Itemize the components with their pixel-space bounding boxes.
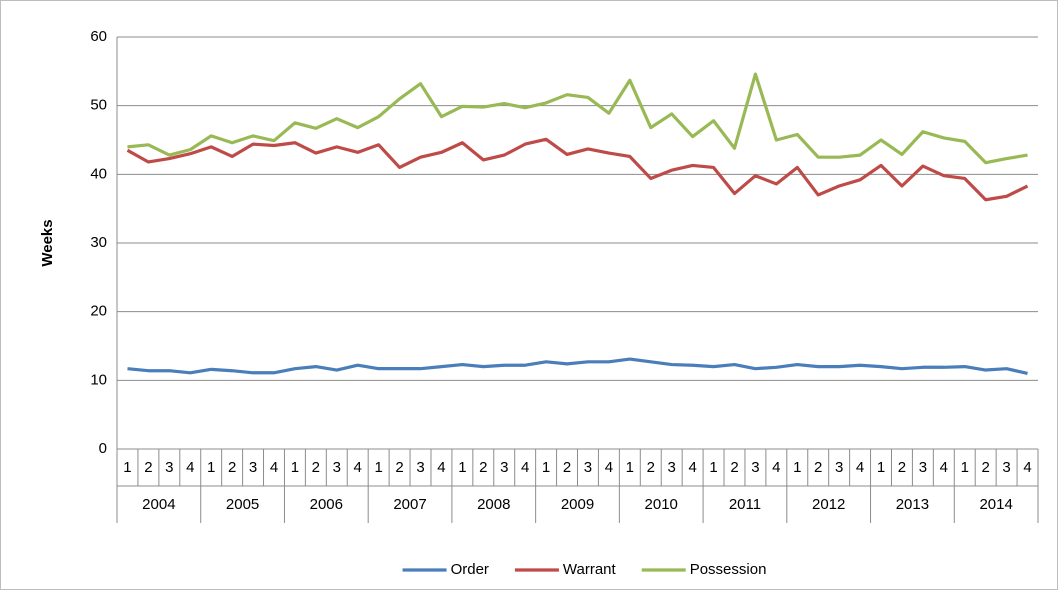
x-group-label: 2014: [979, 496, 1012, 513]
y-tick-label: 50: [90, 97, 107, 114]
y-tick-label: 60: [90, 28, 107, 45]
x-tick-label: 2: [144, 459, 152, 476]
x-tick-label: 3: [668, 459, 676, 476]
series-line: [126, 137, 1029, 202]
series-line: [127, 72, 1028, 165]
x-tick-label: 1: [207, 459, 215, 476]
x-tick-label: 1: [626, 459, 634, 476]
x-group-label: 2009: [561, 496, 594, 513]
x-group-label: 2011: [729, 496, 761, 513]
x-tick-label: 1: [123, 459, 131, 476]
x-tick-label: 2: [228, 459, 236, 476]
legend-label: Possession: [690, 561, 767, 578]
x-tick-label: 2: [312, 459, 320, 476]
x-group-label: 2013: [896, 496, 929, 513]
x-tick-label: 1: [709, 459, 717, 476]
x-tick-label: 2: [730, 459, 738, 476]
x-tick-label: 2: [898, 459, 906, 476]
x-tick-label: 1: [877, 459, 885, 476]
x-group-label: 2010: [645, 496, 678, 513]
x-tick-label: 1: [291, 459, 299, 476]
x-group-label: 2004: [142, 496, 175, 513]
x-tick-label: 4: [940, 459, 948, 476]
x-group-label: 2012: [812, 496, 845, 513]
y-tick-label: 30: [90, 234, 107, 251]
x-tick-label: 4: [605, 459, 613, 476]
legend-label: Order: [451, 561, 489, 578]
x-group-label: 2008: [477, 496, 510, 513]
x-group-label: 2007: [393, 496, 426, 513]
x-tick-label: 4: [772, 459, 780, 476]
x-group-label: 2005: [226, 496, 259, 513]
x-tick-label: 4: [521, 459, 529, 476]
x-tick-label: 1: [793, 459, 801, 476]
x-tick-label: 2: [647, 459, 655, 476]
x-tick-label: 3: [919, 459, 927, 476]
x-tick-label: 2: [981, 459, 989, 476]
x-tick-label: 4: [1023, 459, 1031, 476]
x-group-label: 2006: [310, 496, 343, 513]
x-tick-label: 2: [479, 459, 487, 476]
y-tick-label: 40: [90, 165, 107, 182]
x-tick-label: 3: [416, 459, 424, 476]
x-tick-label: 3: [249, 459, 257, 476]
x-tick-label: 1: [374, 459, 382, 476]
x-tick-label: 3: [500, 459, 508, 476]
x-tick-label: 4: [688, 459, 696, 476]
y-tick-label: 0: [99, 440, 107, 457]
x-tick-label: 3: [835, 459, 843, 476]
x-tick-label: 4: [354, 459, 362, 476]
x-tick-label: 1: [458, 459, 466, 476]
x-tick-label: 1: [961, 459, 969, 476]
legend-label: Warrant: [563, 561, 617, 578]
x-tick-label: 2: [395, 459, 403, 476]
x-tick-label: 4: [270, 459, 278, 476]
x-tick-label: 3: [165, 459, 173, 476]
y-tick-label: 20: [90, 303, 107, 320]
x-tick-label: 3: [584, 459, 592, 476]
x-tick-label: 1: [542, 459, 550, 476]
series-line: [127, 357, 1028, 376]
x-tick-label: 4: [437, 459, 445, 476]
x-tick-label: 2: [814, 459, 822, 476]
x-tick-label: 3: [751, 459, 759, 476]
y-tick-label: 10: [90, 371, 107, 388]
x-tick-label: 2: [563, 459, 571, 476]
x-tick-label: 3: [333, 459, 341, 476]
x-tick-label: 3: [1002, 459, 1010, 476]
x-tick-label: 4: [186, 459, 194, 476]
x-tick-label: 4: [856, 459, 864, 476]
y-axis-label: Weeks: [39, 219, 56, 266]
